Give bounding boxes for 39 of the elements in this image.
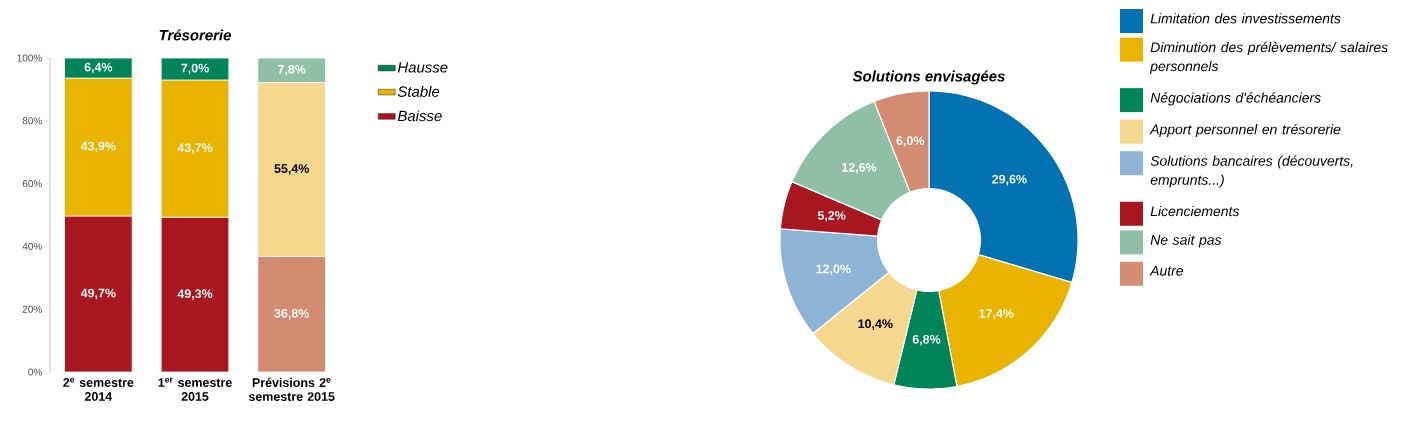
data-label: 6,0%	[896, 136, 925, 147]
data-label: 29,6%	[992, 174, 1027, 186]
data-label: 49,3%	[177, 289, 213, 300]
legend-label: Baisse	[397, 110, 442, 122]
data-label: 17,4%	[979, 309, 1014, 320]
legend-label: Stable	[397, 85, 440, 97]
data-label: 12,0%	[816, 264, 851, 276]
y-tick-label: 80%	[22, 117, 42, 125]
y-tick-label: 20%	[22, 305, 42, 313]
data-label: 43,9%	[80, 141, 116, 153]
legend-label: Négociations d'échéanciers	[1150, 92, 1321, 106]
data-label: 6,8%	[912, 334, 941, 346]
text: Solutions envisagées	[852, 70, 1005, 85]
x-tick-label: 1$^{er}$ semestre 2015	[158, 377, 232, 401]
data-label: 49,7%	[80, 288, 116, 300]
legend-label: Hausse	[397, 62, 448, 73]
x-tick-label: 2$^{e}$ semestre 2014	[63, 377, 134, 401]
data-label: 6,4%	[84, 62, 113, 74]
data-label: 7,8%	[278, 64, 306, 76]
legend-label: Licenciements	[1150, 205, 1240, 217]
data-label: 7,0%	[181, 63, 209, 75]
y-tick-label: 0%	[28, 368, 42, 376]
y-tick-label: 40%	[22, 242, 42, 250]
legend-label: Limitation des investissements	[1150, 13, 1341, 24]
legend-label: Ne sait pas	[1150, 234, 1222, 248]
data-label: 12,6%	[842, 162, 877, 174]
x-tick-label: Prévisions 2$^{e}$ semestre 2015	[248, 377, 335, 401]
legend-label: Autre	[1149, 266, 1184, 276]
chart-title: Trésorerie	[159, 29, 231, 41]
data-label: 5,2%	[817, 211, 846, 222]
legend-label: Diminution des prélèvements/ salaires personnels	[1149, 41, 1388, 74]
data-label: 36,8%	[274, 308, 309, 320]
legend-label: Solutions bancaires (découverts, emprunts...)	[1150, 155, 1353, 188]
legend-label: Apport personnel en trésorerie	[1149, 123, 1341, 138]
y-tick-label: 100%	[17, 54, 42, 62]
data-label: 10,4%	[858, 319, 893, 330]
y-tick-label: 60%	[22, 180, 42, 188]
data-label: 43,7%	[177, 143, 213, 154]
data-label: 55,4%	[274, 164, 309, 175]
